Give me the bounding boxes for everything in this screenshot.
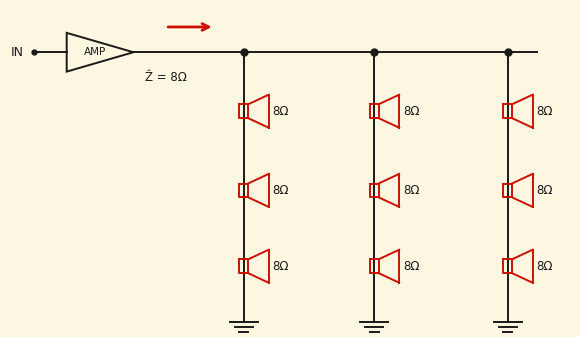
Text: 8Ω: 8Ω [273, 184, 289, 197]
Text: 8Ω: 8Ω [536, 184, 553, 197]
Text: AMP: AMP [84, 47, 106, 57]
Text: 8Ω: 8Ω [403, 184, 420, 197]
Text: 8Ω: 8Ω [403, 105, 420, 118]
Text: 8Ω: 8Ω [273, 260, 289, 273]
Text: 8Ω: 8Ω [403, 260, 420, 273]
Text: 8Ω: 8Ω [536, 105, 553, 118]
Text: IN: IN [10, 46, 23, 59]
Text: 8Ω: 8Ω [536, 260, 553, 273]
Text: 8Ω: 8Ω [273, 105, 289, 118]
Text: Ẑ = 8Ω: Ẑ = 8Ω [145, 71, 187, 84]
